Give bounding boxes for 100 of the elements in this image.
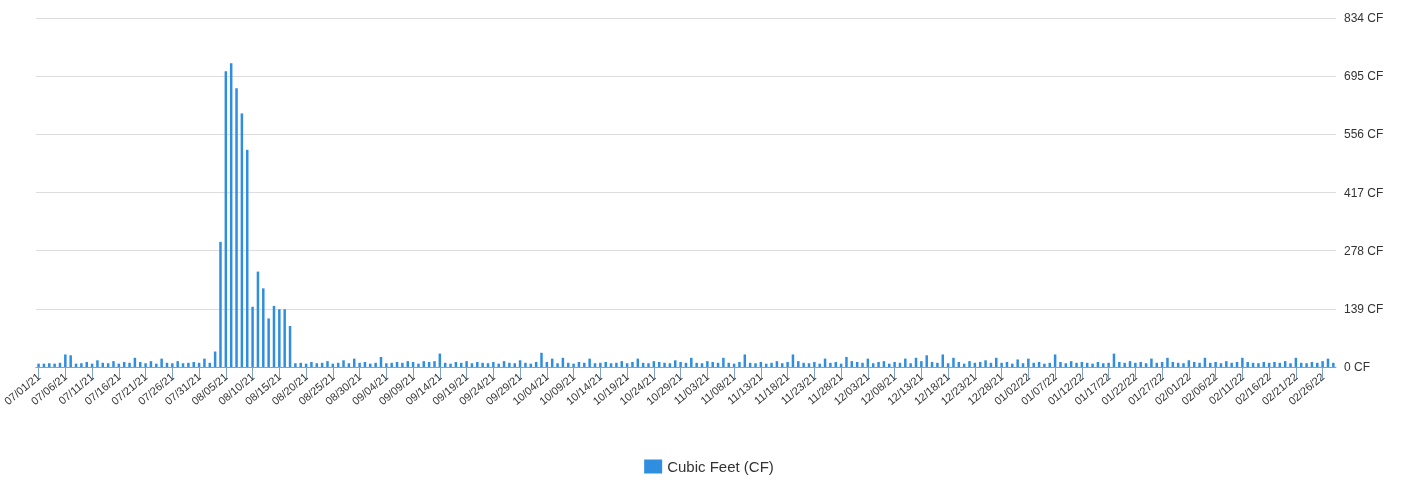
bar: [176, 361, 179, 367]
bar: [492, 361, 495, 367]
bar: [406, 361, 409, 367]
bar: [401, 362, 404, 367]
bar: [920, 361, 923, 367]
bar: [1241, 357, 1244, 367]
bar: [251, 306, 254, 367]
bar: [706, 361, 709, 367]
legend-label: Cubic Feet (CF): [667, 458, 774, 475]
bar: [69, 355, 72, 367]
bar: [144, 363, 147, 367]
bar: [278, 309, 281, 367]
bar: [497, 363, 500, 367]
bar: [583, 362, 586, 367]
bar: [1027, 358, 1030, 367]
bar: [203, 358, 206, 367]
bar: [1043, 363, 1046, 367]
bar: [508, 362, 511, 367]
bar: [219, 241, 222, 367]
bar: [631, 361, 634, 367]
bar: [620, 361, 623, 367]
bar: [64, 354, 67, 367]
bar: [690, 357, 693, 367]
bar: [235, 88, 238, 367]
bar: [1091, 363, 1094, 367]
bar: [476, 361, 479, 367]
y-tick-label: 834 CF: [1344, 11, 1384, 25]
bar: [861, 362, 864, 367]
bar: [294, 363, 297, 367]
bar: [433, 361, 436, 367]
bar: [85, 361, 88, 367]
bar: [738, 361, 741, 367]
bar: [417, 363, 420, 367]
y-tick-label: 139 CF: [1344, 301, 1384, 316]
bar: [112, 361, 115, 367]
bar: [385, 363, 388, 367]
bar: [1257, 363, 1260, 367]
bar: [770, 362, 773, 367]
y-tick-label: 695 CF: [1344, 69, 1384, 84]
bar: [952, 357, 955, 367]
bar: [599, 362, 602, 367]
bar: [171, 363, 174, 367]
bar: [1209, 362, 1212, 367]
bar: [888, 363, 891, 367]
bar: [465, 361, 468, 367]
bar: [1059, 361, 1062, 367]
bar: [797, 361, 800, 367]
bar: [310, 361, 313, 367]
bar: [481, 362, 484, 367]
bar: [1182, 363, 1185, 367]
bar: [128, 362, 131, 367]
bar: [1011, 363, 1014, 367]
bar: [1230, 362, 1233, 367]
bar: [588, 358, 591, 367]
bar: [1332, 362, 1335, 367]
bar: [374, 362, 377, 367]
bar: [1032, 362, 1035, 367]
bar: [786, 361, 789, 367]
bar: [1214, 361, 1217, 367]
bar: [192, 361, 195, 367]
bar: [556, 363, 559, 367]
bar: [1123, 362, 1126, 367]
bar: [984, 360, 987, 367]
bar: [572, 363, 575, 367]
bar: [160, 358, 163, 367]
bar: [96, 360, 99, 367]
bar: [283, 309, 286, 367]
bar: [818, 363, 821, 367]
bar: [909, 363, 912, 367]
bar: [968, 361, 971, 367]
bar: [781, 363, 784, 367]
bar: [358, 362, 361, 367]
bar: [647, 363, 650, 367]
bar: [80, 363, 83, 367]
bar: [449, 363, 452, 367]
bar: [711, 361, 714, 367]
bar: [1075, 362, 1078, 367]
bar: [813, 361, 816, 367]
bar: [904, 358, 907, 367]
bar: [262, 288, 265, 367]
bar: [1102, 363, 1105, 367]
bar: [1198, 362, 1201, 367]
y-tick-label: 278 CF: [1344, 243, 1384, 258]
bar: [187, 362, 190, 367]
bar: [1139, 361, 1142, 367]
bar: [995, 357, 998, 367]
bar: [369, 363, 372, 367]
bar: [267, 318, 270, 367]
bar: [513, 363, 516, 367]
bar: [663, 362, 666, 367]
bar: [1118, 361, 1121, 367]
bar: [390, 362, 393, 367]
bar: [342, 360, 345, 367]
bar: [1107, 362, 1110, 367]
bar: [829, 362, 832, 367]
bar: [1316, 362, 1319, 367]
y-tick-label: 417 CF: [1344, 185, 1384, 200]
bar: [48, 363, 51, 367]
bar: [1166, 357, 1169, 367]
bar: [1289, 363, 1292, 367]
